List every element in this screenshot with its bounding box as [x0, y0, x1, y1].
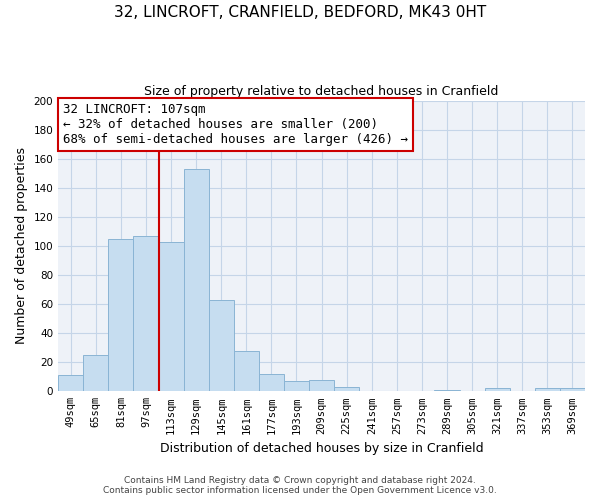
- Bar: [184, 169, 209, 392]
- Bar: [234, 350, 259, 392]
- Title: Size of property relative to detached houses in Cranfield: Size of property relative to detached ho…: [145, 85, 499, 98]
- Bar: [83, 355, 109, 392]
- Bar: [109, 238, 133, 392]
- Text: 32, LINCROFT, CRANFIELD, BEDFORD, MK43 0HT: 32, LINCROFT, CRANFIELD, BEDFORD, MK43 0…: [114, 5, 486, 20]
- Bar: [434, 390, 460, 392]
- Bar: [158, 242, 184, 392]
- Bar: [309, 380, 334, 392]
- Y-axis label: Number of detached properties: Number of detached properties: [15, 148, 28, 344]
- Bar: [284, 381, 309, 392]
- Text: Contains HM Land Registry data © Crown copyright and database right 2024.
Contai: Contains HM Land Registry data © Crown c…: [103, 476, 497, 495]
- Bar: [58, 376, 83, 392]
- Bar: [485, 388, 510, 392]
- Bar: [560, 388, 585, 392]
- Bar: [334, 387, 359, 392]
- Bar: [259, 374, 284, 392]
- Bar: [209, 300, 234, 392]
- Text: 32 LINCROFT: 107sqm
← 32% of detached houses are smaller (200)
68% of semi-detac: 32 LINCROFT: 107sqm ← 32% of detached ho…: [64, 104, 409, 146]
- Bar: [535, 388, 560, 392]
- Bar: [133, 236, 158, 392]
- X-axis label: Distribution of detached houses by size in Cranfield: Distribution of detached houses by size …: [160, 442, 484, 455]
